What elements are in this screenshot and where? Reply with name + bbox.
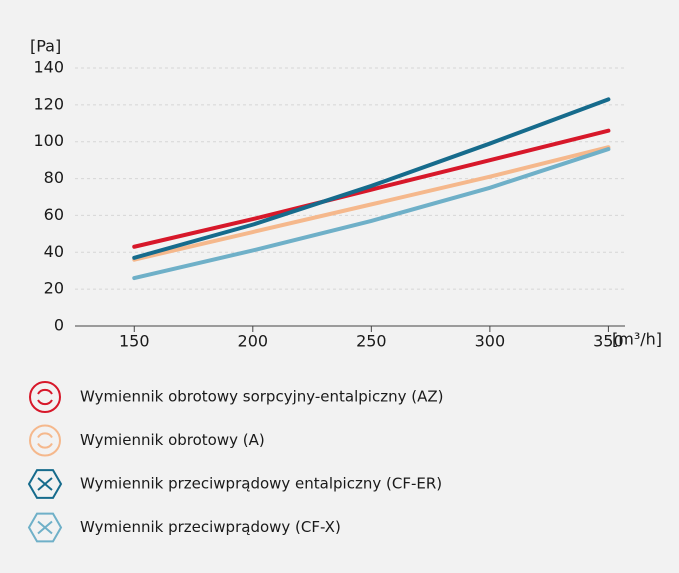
- x-tick-label: 150: [119, 332, 150, 351]
- legend: Wymiennik obrotowy sorpcyjny-entalpiczny…: [27, 381, 443, 543]
- legend-icon: [29, 381, 61, 413]
- legend-icon-cross: [37, 477, 53, 491]
- y-tick-label: 60: [44, 205, 64, 224]
- y-tick-label: 0: [54, 316, 64, 335]
- x-tick-label: 200: [238, 332, 269, 351]
- y-tick-label: 120: [33, 94, 64, 113]
- y-tick-label: 100: [33, 131, 64, 150]
- legend-icon: [27, 469, 63, 499]
- x-tick-label: 350: [593, 332, 624, 351]
- legend-icon-arrows: [37, 388, 53, 406]
- y-tick-label: 40: [44, 242, 64, 261]
- legend-label: Wymiennik obrotowy sorpcyjny-entalpiczny…: [80, 388, 443, 406]
- x-axis-label: [m³/h]: [612, 330, 662, 349]
- y-tick-label: 20: [44, 279, 64, 298]
- legend-label: Wymiennik przeciwprądowy (CF-X): [80, 518, 341, 536]
- y-tick-label: 140: [33, 58, 64, 77]
- x-tick-label: 300: [475, 332, 506, 351]
- legend-icon-cross: [37, 520, 53, 535]
- legend-icon: [27, 512, 63, 543]
- legend-label: Wymiennik obrotowy (A): [80, 431, 265, 449]
- x-tick-label: 250: [356, 332, 387, 351]
- legend-icon: [29, 424, 61, 457]
- series-line: [132, 128, 611, 249]
- legend-icon-arrows: [37, 432, 53, 449]
- series-line: [132, 97, 611, 260]
- series-line: [132, 147, 611, 281]
- series-line: [132, 145, 611, 262]
- y-axis-label: [Pa]: [30, 37, 61, 56]
- legend-label: Wymiennik przeciwprądowy entalpiczny (CF…: [80, 475, 442, 493]
- y-tick-label: 80: [44, 168, 64, 187]
